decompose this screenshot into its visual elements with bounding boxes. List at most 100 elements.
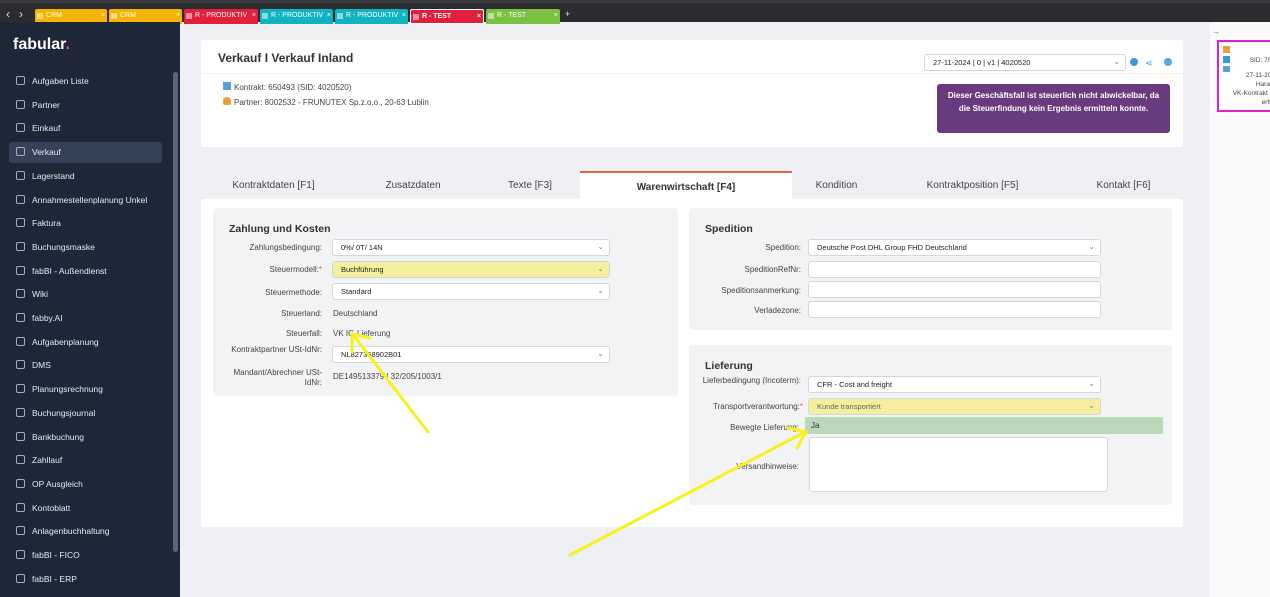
sidebar-item[interactable]: fabby.AI <box>9 308 162 329</box>
browser-tab[interactable]: R - TEST × <box>486 9 560 24</box>
share-icon[interactable]: ⋖ <box>1145 58 1153 68</box>
menu-icon <box>16 289 25 299</box>
sidebar-item[interactable]: Kontoblatt <box>9 498 162 519</box>
menu-icon <box>16 573 25 583</box>
search-icon[interactable] <box>1130 58 1138 66</box>
browser-tab-label: R - TEST <box>497 12 527 19</box>
sidebar-item-label: Faktura <box>32 218 61 229</box>
zahlungsbedingung-select[interactable]: 0%/ 0T/ 14N ⌄ <box>332 239 610 256</box>
tab[interactable]: Kontraktdaten [F1] <box>232 180 315 191</box>
sidebar-item-label: Annahmestellenplanung Unkel <box>32 194 148 205</box>
kp-ustid-label: Kontraktpartner USt-IdNr: <box>231 345 322 354</box>
steuerfall-value: VK IG-Lieferung <box>333 329 391 338</box>
sidebar-item-label: Aufgabenplanung <box>32 336 99 347</box>
browser-tab[interactable]: CRM × <box>109 9 182 24</box>
history-user: Harald <box>1255 81 1270 88</box>
close-tab-icon[interactable]: × <box>175 12 180 19</box>
sidebar-item[interactable]: Faktura <box>9 213 162 234</box>
browser-tab-bar: ‹ › CRM × CRM × R - PRODUKTIV × R - PRODUKTIV ×… <box>0 0 1270 24</box>
sidebar-item[interactable]: Anlagenbuchhaltung <box>9 521 162 542</box>
versand-textarea[interactable] <box>809 437 1108 492</box>
tab[interactable]: Zusatzdaten <box>385 180 441 191</box>
close-tab-icon[interactable]: × <box>251 12 256 19</box>
sidebar-item[interactable]: Zahllauf <box>9 450 162 471</box>
browser-tab[interactable]: R - PRODUKTIV × <box>260 9 333 24</box>
menu-icon <box>16 241 25 251</box>
info-icon[interactable] <box>1164 58 1172 66</box>
anmerkung-label: Speditionsanmerkung: <box>721 286 801 295</box>
steuermethode-select[interactable]: Standard ⌄ <box>332 283 610 300</box>
sidebar-item[interactable]: OP Ausgleich <box>9 474 162 495</box>
history-status: erfor <box>1261 99 1270 106</box>
sidebar-item-label: fabBI - Außendienst <box>32 265 107 276</box>
anmerkung-input[interactable] <box>808 281 1101 298</box>
browser-tab[interactable]: R - PRODUKTIV × <box>335 9 408 24</box>
history-card[interactable]: SID: 705 27-11-202 Harald VK-Kontrakt In… <box>1217 40 1270 112</box>
sidebar-item-label: Zahllauf <box>32 455 63 466</box>
close-tab-icon[interactable]: × <box>326 12 331 19</box>
close-tab-icon[interactable]: × <box>401 12 406 19</box>
refnr-input[interactable] <box>808 261 1101 278</box>
sidebar-item-label: Lagerstand <box>32 170 75 181</box>
sidebar-item[interactable]: Aufgabenplanung <box>9 332 162 353</box>
tab[interactable]: Kondition <box>815 180 858 191</box>
sidebar-item-label: Wiki <box>32 289 49 300</box>
header-card: Verkauf I Verkauf Inland Kontrakt: 65049… <box>201 40 1183 147</box>
sidebar-item-label: Bankbuchung <box>32 431 84 442</box>
browser-tab-label: R - PRODUKTIV <box>346 12 399 19</box>
sidebar-item[interactable]: Verkauf <box>9 142 162 164</box>
sidebar-item[interactable]: Partner <box>9 95 162 116</box>
tab[interactable]: Texte [F3] <box>508 180 552 191</box>
zahlungsbedingung-label: Zahlungsbedingung: <box>249 243 322 252</box>
kontrakt-info: Kontrakt: 650493 (SID: 4020520) <box>234 83 352 92</box>
lieferbedingung-select[interactable]: CFR - Cost and freight ⌄ <box>808 376 1101 393</box>
sidebar-scrollbar[interactable] <box>173 72 178 552</box>
browser-tab-label: R - PRODUKTIV <box>195 12 248 19</box>
back-icon[interactable]: ‹ <box>6 7 10 21</box>
steuermodell-select[interactable]: Buchführung ⌄ <box>332 261 610 278</box>
history-sid: SID: 705 <box>1249 57 1270 64</box>
sidebar-item[interactable]: fabBI - Außendienst <box>9 261 162 282</box>
spedition-select[interactable]: Deutsche Post DHL Group FHD Deutschland ⌄ <box>808 239 1101 256</box>
browser-tab[interactable]: R - PRODUKTIV × <box>184 9 258 24</box>
sidebar-item[interactable]: fabBI - ERP <box>9 569 162 590</box>
sidebar-item[interactable]: Wiki <box>9 284 162 305</box>
kp-ustid-select[interactable]: NL827368902B01 ⌄ <box>332 346 610 363</box>
menu-icon <box>16 336 25 346</box>
forward-icon[interactable]: › <box>19 7 23 21</box>
zahlung-title: Zahlung und Kosten <box>229 223 331 235</box>
steuerland-label: Steuerland: <box>281 309 322 318</box>
tab-favicon-icon <box>488 13 494 19</box>
menu-icon <box>16 526 25 536</box>
sidebar-item[interactable]: DMS <box>9 355 162 376</box>
sidebar-item[interactable]: Buchungsmaske <box>9 237 162 258</box>
verladezone-input[interactable] <box>808 301 1101 318</box>
transport-select[interactable]: Kunde transportiert ⌄ <box>808 398 1101 415</box>
arrow-right-icon[interactable]: → <box>1212 27 1220 36</box>
sidebar-item[interactable]: Annahmestellenplanung Unkel <box>9 190 162 211</box>
warenwirtschaft-content: Zahlung und Kosten Zahlungsbedingung: 0%… <box>201 199 1183 527</box>
close-tab-icon[interactable]: × <box>476 13 481 20</box>
sidebar-item[interactable]: Planungsrechnung <box>9 379 162 400</box>
sidebar-item[interactable]: Bankbuchung <box>9 427 162 448</box>
close-tab-icon[interactable]: × <box>553 12 558 19</box>
sidebar-item[interactable]: Aufgaben Liste <box>9 71 162 92</box>
tab[interactable]: Warenwirtschaft [F4] <box>580 171 792 199</box>
tab[interactable]: Kontakt [F6] <box>1096 180 1151 191</box>
sidebar-item[interactable]: Lagerstand <box>9 166 162 187</box>
transport-label: Transportverantwortung:* <box>713 402 803 411</box>
sidebar-item[interactable]: Einkauf <box>9 118 162 139</box>
logo: fabular. <box>13 36 70 53</box>
tab[interactable]: Kontraktposition [F5] <box>926 180 1019 191</box>
browser-tab[interactable]: CRM × <box>35 9 107 24</box>
close-tab-icon[interactable]: × <box>100 12 105 19</box>
version-select[interactable]: 27-11-2024 | 0 | v1 | 4020520 ⌄ <box>924 54 1126 71</box>
menu-icon <box>16 218 25 228</box>
sidebar-item[interactable]: fabBI - FICO <box>9 545 162 566</box>
new-tab-button[interactable]: + <box>565 9 571 19</box>
menu-icon <box>16 384 25 394</box>
menu-icon <box>16 455 25 465</box>
menu-icon <box>16 147 25 157</box>
browser-tab[interactable]: R - TEST × <box>410 9 484 24</box>
sidebar-item[interactable]: Buchungsjournal <box>9 403 162 424</box>
